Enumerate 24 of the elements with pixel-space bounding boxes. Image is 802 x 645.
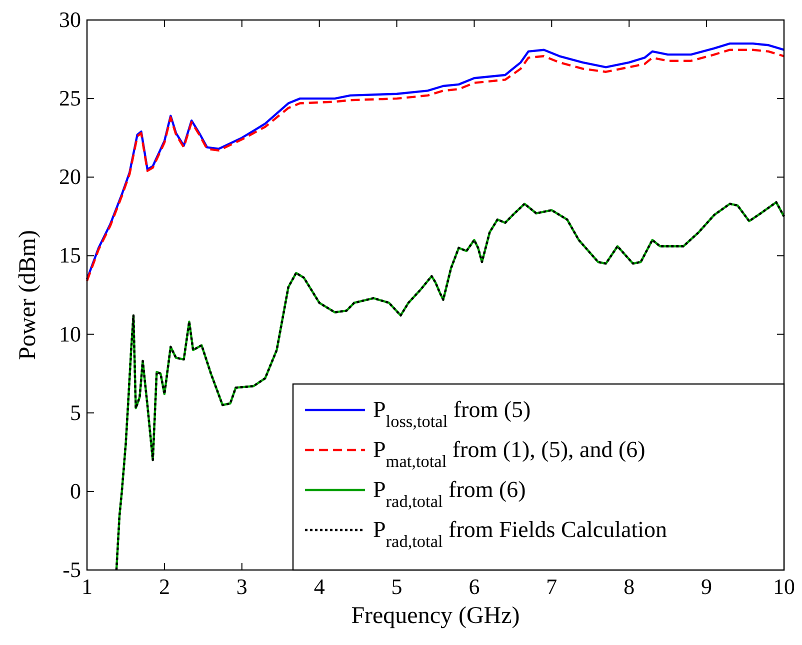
y-tick-label: 20 xyxy=(59,164,81,190)
x-tick-label: 10 xyxy=(773,574,795,599)
y-tick-label: -5 xyxy=(62,557,81,582)
x-axis-title: Frequency (GHz) xyxy=(351,603,520,629)
x-tick-label: 6 xyxy=(468,574,480,599)
legend-label: P$_{rad,total}$ from Fields Calculation xyxy=(373,517,668,550)
x-tick-label: 3 xyxy=(236,574,248,599)
x-tick-label: 2 xyxy=(158,574,170,599)
x-tick-label: 8 xyxy=(624,574,635,599)
y-tick-label: 30 xyxy=(59,7,81,32)
y-tick-label: 15 xyxy=(59,242,81,268)
legend-label: P$_{rad,total}$ from (6) xyxy=(373,477,526,510)
y-tick-label: 0 xyxy=(70,478,81,504)
x-tick-label: 4 xyxy=(314,574,325,599)
x-tick-label: 1 xyxy=(82,574,92,599)
y-tick-label: 25 xyxy=(59,86,81,111)
y-tick-label: 5 xyxy=(70,400,81,425)
legend-label: P$_{loss,total}$ from (5) xyxy=(373,397,531,430)
y-axis-title: Power (dBm) xyxy=(15,230,41,360)
x-tick-label: 7 xyxy=(546,574,558,599)
legend-label: P$_{mat,total}$ from (1), (5), and (6) xyxy=(373,437,646,470)
x-tick-label: 5 xyxy=(391,574,402,599)
y-tick-label: 10 xyxy=(59,321,81,346)
x-tick-label: 9 xyxy=(701,574,712,599)
